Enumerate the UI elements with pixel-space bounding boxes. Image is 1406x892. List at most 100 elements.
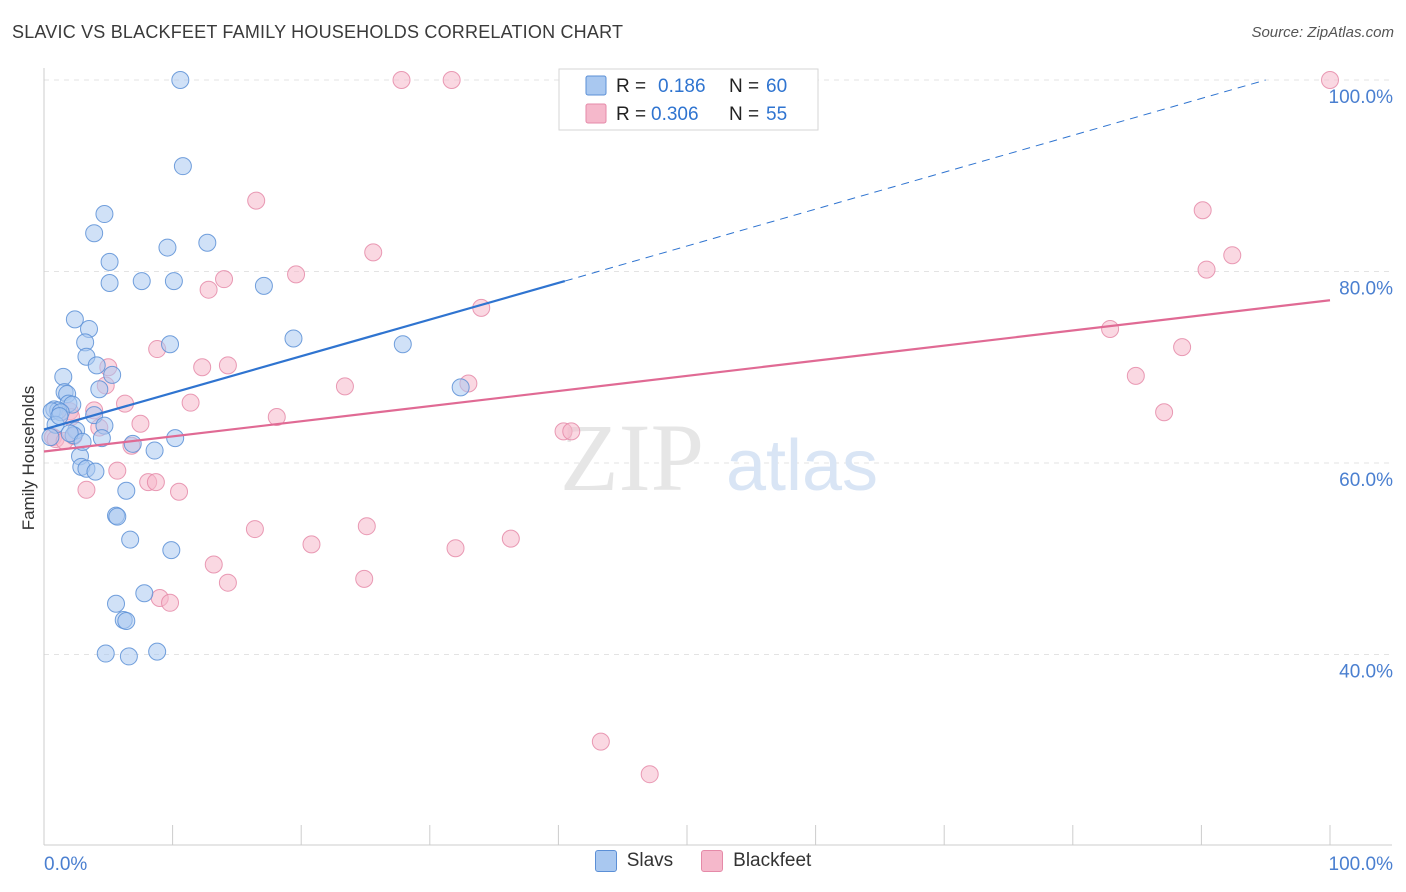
blackfeet-point-36 bbox=[108, 461, 127, 480]
watermark-atlas: atlas bbox=[726, 426, 878, 506]
blackfeet-point-0 bbox=[392, 71, 411, 89]
blackfeet-point-6 bbox=[364, 243, 383, 262]
slavs-point-18 bbox=[87, 356, 106, 375]
slavs-swatch bbox=[594, 850, 617, 872]
legend-label-blackfeet: Blackfeet bbox=[733, 850, 812, 871]
legend-blackfeet-n-label: N = bbox=[729, 104, 759, 125]
blackfeet-point-16 bbox=[218, 356, 237, 375]
slavs-point-1 bbox=[173, 157, 192, 176]
blackfeet-point-47 bbox=[218, 573, 237, 592]
blackfeet-point-1 bbox=[442, 71, 461, 89]
grid bbox=[44, 79, 1392, 655]
legend-blackfeet-n-value: 55 bbox=[766, 104, 787, 125]
y-tick-label-100: 100.0% bbox=[1329, 87, 1394, 108]
blackfeet-point-27 bbox=[1155, 403, 1174, 422]
slavs-trend-line bbox=[43, 280, 566, 431]
blackfeet-point-40 bbox=[170, 482, 189, 501]
x-tick-label-min: 0.0% bbox=[44, 854, 87, 875]
watermark-zip: ZIP bbox=[560, 404, 704, 511]
slavs-point-49 bbox=[162, 541, 181, 560]
slavs-point-24 bbox=[451, 378, 470, 397]
blackfeet-point-19 bbox=[335, 377, 354, 396]
legend-slavs-n-label: N = bbox=[729, 76, 759, 97]
slavs-point-56 bbox=[148, 642, 167, 661]
slavs-trend-extension bbox=[564, 79, 1266, 282]
blackfeet-point-18 bbox=[1126, 366, 1145, 385]
axes bbox=[43, 68, 1392, 846]
slavs-point-14 bbox=[161, 335, 180, 354]
slavs-point-50 bbox=[135, 584, 154, 603]
blackfeet-point-28 bbox=[131, 414, 150, 433]
blackfeet-point-41 bbox=[357, 517, 376, 536]
slavs-point-37 bbox=[92, 429, 111, 448]
slavs-point-19 bbox=[103, 365, 122, 384]
blackfeet-point-52 bbox=[640, 765, 659, 784]
slavs-point-4 bbox=[198, 233, 217, 252]
x-tick-label-max: 100.0% bbox=[1329, 854, 1394, 875]
blackfeet-point-14 bbox=[1173, 338, 1192, 357]
y-tick-label-60: 60.0% bbox=[1339, 470, 1393, 491]
legend-item-slavs: Slavs bbox=[594, 850, 674, 872]
slavs-point-55 bbox=[119, 647, 138, 666]
blackfeet-point-46 bbox=[204, 555, 223, 574]
blackfeet-point-43 bbox=[501, 529, 520, 548]
slavs-point-10 bbox=[254, 276, 273, 295]
slavs-point-51 bbox=[107, 594, 126, 613]
slavs-point-0 bbox=[171, 71, 190, 89]
blackfeet-point-4 bbox=[1193, 201, 1212, 220]
legend-item-blackfeet: Blackfeet bbox=[701, 850, 811, 872]
legend-blackfeet-r-value: 0.306 bbox=[651, 104, 699, 125]
slavs-point-44 bbox=[86, 462, 105, 481]
legend-bottom: Slavs Blackfeet bbox=[0, 850, 1406, 872]
slavs-point-36 bbox=[41, 428, 60, 447]
y-tick-label-40: 40.0% bbox=[1339, 662, 1393, 683]
slavs-point-45 bbox=[117, 481, 136, 500]
tick-labels: 40.0% 60.0% 80.0% 100.0% 0.0% 100.0% bbox=[44, 87, 1393, 875]
slavs-point-6 bbox=[100, 252, 119, 271]
slavs-point-2 bbox=[95, 205, 114, 224]
watermark: ZIP atlas bbox=[560, 404, 878, 511]
blackfeet-point-50 bbox=[161, 593, 180, 612]
legend-label-slavs: Slavs bbox=[626, 850, 674, 871]
slavs-point-57 bbox=[50, 407, 69, 426]
legend-slavs-r-label: R = bbox=[616, 76, 646, 97]
slavs-point-15 bbox=[284, 329, 303, 348]
slavs-point-58 bbox=[60, 424, 79, 443]
slavs-point-11 bbox=[65, 310, 84, 329]
blackfeet-point-51 bbox=[591, 732, 610, 751]
legend-slavs-n-value: 60 bbox=[766, 76, 787, 97]
chart-title: SLAVIC VS BLACKFEET FAMILY HOUSEHOLDS CO… bbox=[12, 22, 624, 42]
blackfeet-point-8 bbox=[287, 265, 306, 284]
blackfeet-point-45 bbox=[446, 539, 465, 558]
blackfeet-point-22 bbox=[181, 393, 200, 412]
blackfeet-point-48 bbox=[355, 569, 374, 588]
blackfeet-point-26 bbox=[267, 408, 286, 427]
slavs-point-20 bbox=[54, 367, 73, 386]
blackfeet-point-10 bbox=[199, 280, 218, 299]
blackfeet-point-5 bbox=[1223, 246, 1242, 265]
series-slavs bbox=[41, 71, 470, 666]
slavs-point-41 bbox=[145, 441, 164, 460]
legend-blackfeet-r-label: R = bbox=[616, 104, 646, 125]
slavs-point-9 bbox=[100, 273, 119, 292]
blackfeet-point-39 bbox=[77, 480, 96, 499]
slavs-point-47 bbox=[108, 507, 127, 526]
slavs-point-8 bbox=[164, 272, 183, 291]
blackfeet-point-2 bbox=[1321, 71, 1339, 89]
legend-slavs-swatch bbox=[585, 75, 607, 96]
slavs-point-5 bbox=[158, 238, 177, 257]
blackfeet-point-3 bbox=[247, 191, 266, 210]
y-tick-label-80: 80.0% bbox=[1339, 279, 1393, 300]
legend-blackfeet-swatch bbox=[585, 103, 607, 124]
blackfeet-point-42 bbox=[245, 520, 264, 539]
blackfeet-swatch bbox=[701, 850, 724, 872]
blackfeet-point-31 bbox=[562, 422, 581, 441]
blackfeet-point-15 bbox=[193, 358, 212, 377]
slavs-point-38 bbox=[123, 434, 142, 453]
slavs-point-7 bbox=[132, 272, 151, 291]
legend-slavs-r-value: 0.186 bbox=[658, 76, 706, 97]
blackfeet-point-44 bbox=[302, 535, 321, 554]
blackfeet-point-9 bbox=[215, 270, 234, 289]
legend-top: R = 0.186 N = 60 R = 0.306 N = 55 bbox=[558, 68, 819, 131]
